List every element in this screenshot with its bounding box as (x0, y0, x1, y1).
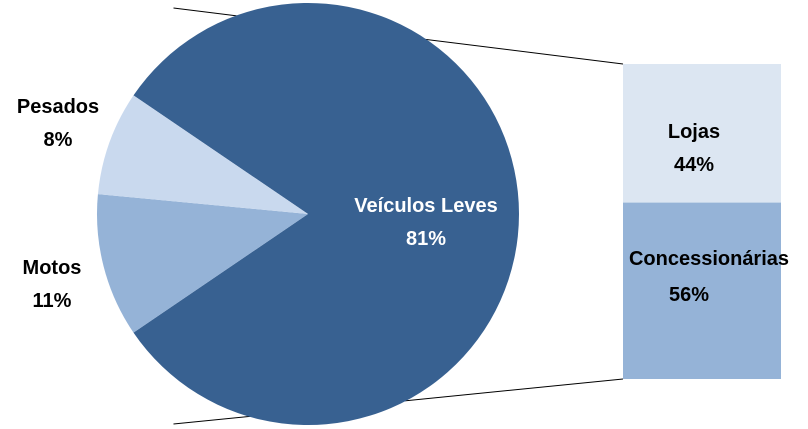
pie-slice-pesados (97, 95, 308, 214)
slice-label-pesados: Pesados (17, 96, 99, 118)
bar-value-concessionarias: 56% (669, 284, 709, 306)
bar-segment-concessionarias (623, 202, 781, 379)
bar-value-lojas: 44% (674, 154, 714, 176)
slice-value-pesados: 8% (44, 129, 73, 151)
slice-label-veiculos-leves: Veículos Leves (354, 195, 497, 217)
slice-label-motos: Motos (23, 257, 82, 279)
slice-value-motos: 11% (33, 290, 72, 312)
bar-segment-lojas (623, 64, 781, 203)
pie-slice-motos (97, 194, 308, 333)
pie-slice-veiculos-leves (133, 2, 519, 425)
slice-value-veiculos-leves: 81% (406, 228, 446, 250)
bar-label-concessionarias: Concessionárias (629, 248, 789, 270)
bar-label-lojas: Lojas (668, 121, 720, 143)
